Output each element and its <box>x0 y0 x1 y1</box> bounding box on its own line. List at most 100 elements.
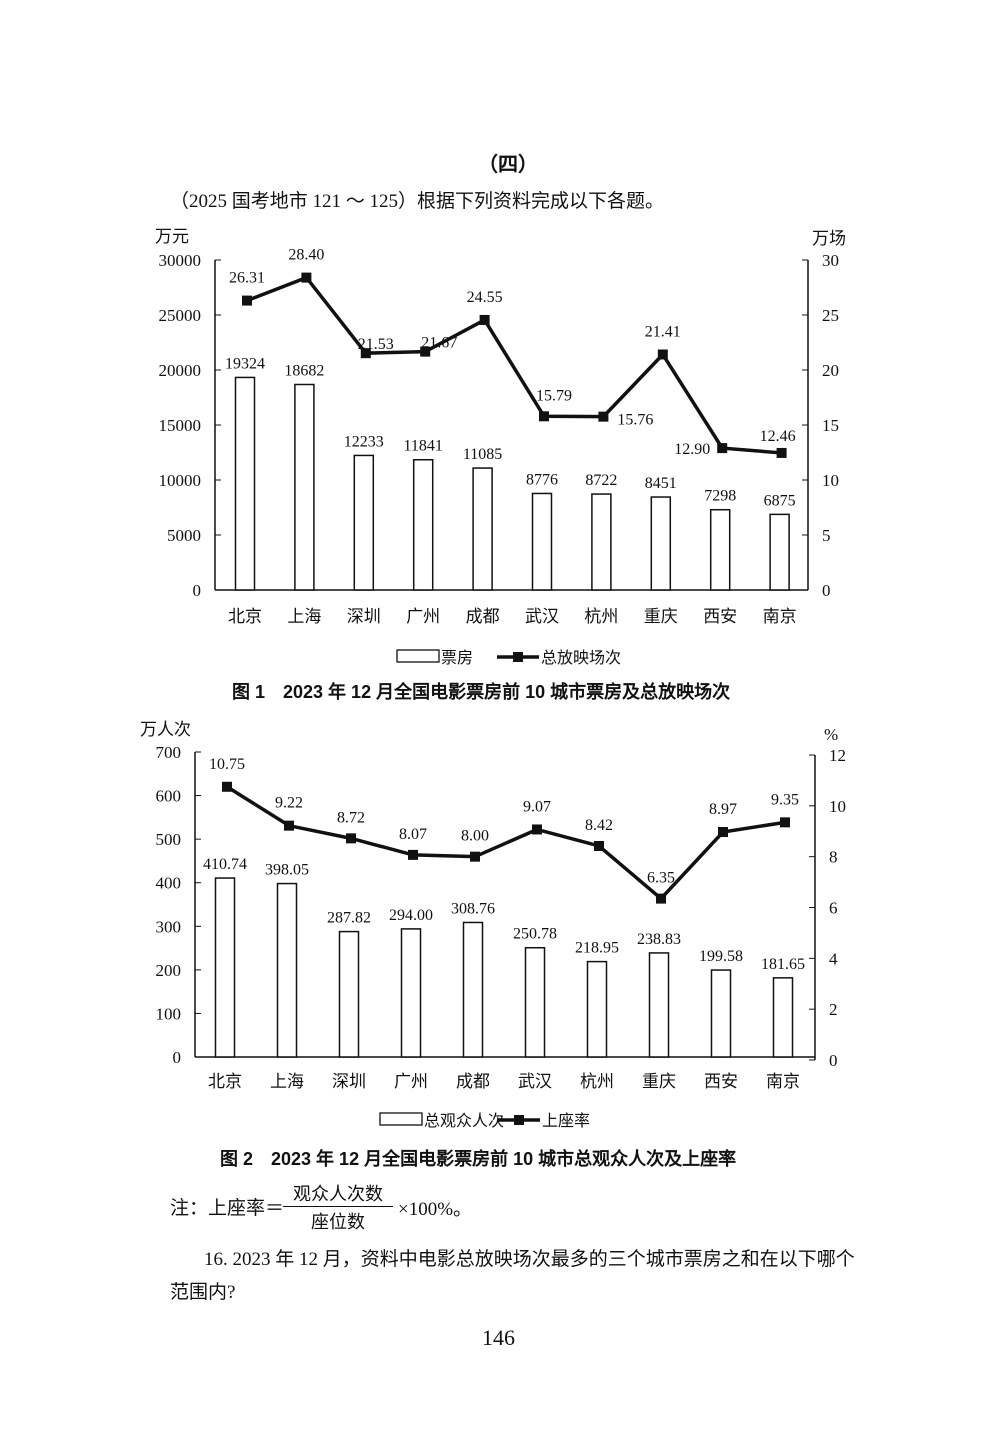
chart-title: 图 2 2023 年 12 月全国电影票房前 10 城市总观众人次及上座率 <box>220 1148 736 1169</box>
bar-label: 6875 <box>764 492 796 509</box>
bar-label: 18682 <box>284 362 324 379</box>
bar <box>234 376 256 591</box>
right-axis-unit: 万场 <box>812 229 846 248</box>
line-label: 8.07 <box>399 826 427 843</box>
line-marker <box>301 272 312 283</box>
line-label: 8.00 <box>461 828 489 845</box>
legend-line-label: 总放映场次 <box>541 649 621 667</box>
line-marker <box>532 824 542 835</box>
line-label: 15.76 <box>617 412 653 429</box>
category-label: 上海 <box>287 607 321 626</box>
category-label: 西安 <box>703 607 737 626</box>
category-label: 北京 <box>228 607 262 626</box>
bar <box>338 930 360 1058</box>
category-label: 广州 <box>406 607 440 626</box>
line-marker <box>656 893 666 904</box>
line-marker <box>479 314 490 325</box>
left-tick-label: 0 <box>193 581 202 600</box>
right-tick-label: 0 <box>829 1051 838 1070</box>
line-label: 21.67 <box>421 335 457 352</box>
bar-label: 250.78 <box>513 926 557 943</box>
chart-title: 图 1 2023 年 12 月全国电影票房前 10 城市票房及总放映场次 <box>232 681 730 702</box>
bar-label: 294.00 <box>389 907 433 924</box>
bar <box>650 496 672 591</box>
left-axis-unit: 万元 <box>155 227 189 246</box>
line-label: 9.35 <box>771 791 799 808</box>
left-tick-label: 300 <box>156 917 182 936</box>
line-marker <box>717 443 728 454</box>
bar-label: 8776 <box>526 471 558 488</box>
left-tick-label: 25000 <box>159 306 202 325</box>
legend-bar-swatch <box>396 649 440 663</box>
right-tick-label: 0 <box>822 581 831 600</box>
line-label: 9.07 <box>523 798 551 815</box>
line-marker <box>594 840 604 851</box>
right-tick-label: 12 <box>829 746 846 765</box>
category-label: 南京 <box>763 607 797 626</box>
legend-bar-label: 总观众人次 <box>424 1112 504 1130</box>
left-tick-label: 400 <box>156 874 182 893</box>
bar <box>214 877 236 1058</box>
category-label: 南京 <box>766 1072 800 1091</box>
note-prefix: 注：上座率＝ <box>170 1198 285 1219</box>
category-label: 成都 <box>456 1072 490 1091</box>
left-tick-label: 20000 <box>159 361 202 380</box>
question-line1: 16. 2023 年 12 月，资料中电影总放映场次最多的三个城市票房之和在以下… <box>204 1249 855 1270</box>
series-line <box>246 275 782 455</box>
left-tick-label: 700 <box>156 743 182 762</box>
left-axis-unit: 万人次 <box>140 720 191 739</box>
category-label: 武汉 <box>518 1072 552 1091</box>
legend-line-marker <box>513 652 523 662</box>
line-label: 6.35 <box>647 870 675 887</box>
left-tick-label: 0 <box>173 1048 182 1067</box>
line-label: 24.55 <box>467 289 503 306</box>
line-marker <box>718 827 728 838</box>
line-label: 8.72 <box>337 809 365 826</box>
left-tick-label: 10000 <box>159 471 202 490</box>
bar <box>586 960 608 1058</box>
bar-label: 287.82 <box>327 910 371 927</box>
bar-label: 11841 <box>403 438 442 455</box>
line-label: 28.40 <box>288 247 324 264</box>
legend-bar-label: 票房 <box>441 649 473 667</box>
bar-label: 19324 <box>225 355 265 372</box>
line-marker <box>360 348 371 359</box>
bar-label: 410.74 <box>203 856 247 873</box>
bar <box>769 513 790 591</box>
section-title: （四） <box>478 154 538 176</box>
bar-label: 308.76 <box>451 900 495 917</box>
category-label: 深圳 <box>347 607 381 626</box>
bar <box>472 467 493 591</box>
line-marker <box>284 820 294 831</box>
category-label: 西安 <box>704 1072 738 1091</box>
bar <box>524 946 546 1058</box>
bar-label: 238.83 <box>637 931 681 948</box>
right-tick-label: 30 <box>822 251 839 270</box>
line-marker <box>222 781 232 792</box>
category-label: 杭州 <box>584 607 618 626</box>
bar-label: 12233 <box>344 433 384 450</box>
bar-label: 7298 <box>704 488 736 505</box>
category-label: 重庆 <box>642 1072 676 1091</box>
page-number: 146 <box>482 1325 515 1350</box>
right-tick-label: 4 <box>829 949 838 968</box>
category-label: 北京 <box>208 1072 242 1091</box>
bar <box>772 977 794 1058</box>
right-tick-label: 25 <box>822 306 839 325</box>
note-numerator: 观众人次数 <box>283 1180 393 1207</box>
line-label: 12.90 <box>674 441 710 458</box>
left-tick-label: 100 <box>156 1004 182 1023</box>
bar <box>462 921 484 1058</box>
question-line2: 范围内? <box>170 1282 236 1303</box>
category-label: 成都 <box>466 607 500 626</box>
bar <box>353 454 375 591</box>
intro-text: （2025 国考地市 121 ～ 125）根据下列资料完成以下各题。 <box>170 191 665 212</box>
category-label: 武汉 <box>525 607 559 626</box>
bar-label: 181.65 <box>761 956 805 973</box>
right-tick-label: 5 <box>822 526 831 545</box>
line-label: 26.31 <box>229 270 265 287</box>
line-label: 8.42 <box>585 817 613 834</box>
bar-label: 8722 <box>585 472 617 489</box>
